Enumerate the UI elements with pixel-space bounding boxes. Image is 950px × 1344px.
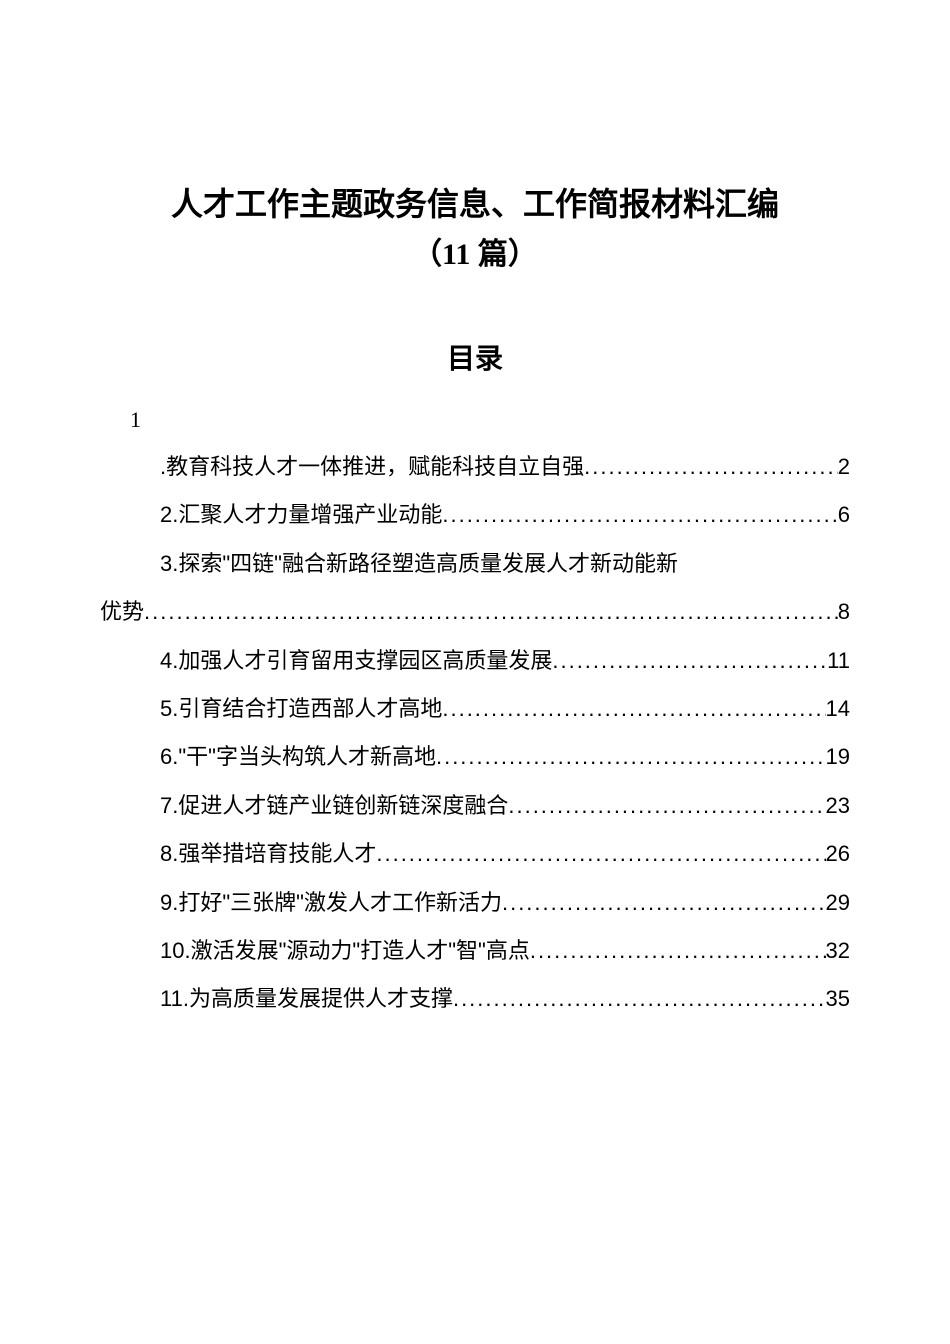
toc-page-number: 23 — [826, 782, 850, 830]
toc-page-number: 11 — [827, 637, 850, 685]
toc-dots: ........................................… — [442, 491, 837, 539]
toc-item-text-line1: 3.探索"四链"融合新路径塑造高质量发展人才新动能新 — [100, 540, 850, 588]
section-number: 1 — [130, 407, 850, 433]
toc-page-number: 35 — [826, 975, 850, 1023]
toc-item: 9.打好"三张牌"激发人才工作新活力......................… — [100, 879, 850, 927]
toc-dots: ........................................… — [530, 927, 826, 975]
toc-item-text: 9.打好"三张牌"激发人才工作新活力 — [100, 879, 502, 927]
toc-dots: ........................................… — [552, 637, 827, 685]
toc-dots: ........................................… — [508, 782, 825, 830]
main-title: 人才工作主题政务信息、工作简报材料汇编 — [100, 180, 850, 228]
toc-heading: 目录 — [100, 337, 850, 377]
toc-dots: ........................................… — [376, 830, 825, 878]
toc-list: .教育科技人才一体推进，赋能科技自立自强....................… — [100, 443, 850, 1024]
toc-dots: ........................................… — [144, 588, 838, 636]
toc-item-text: 7.促进人才链产业链创新链深度融合 — [100, 782, 508, 830]
toc-page-number: 19 — [826, 733, 850, 781]
toc-dots: ........................................… — [453, 975, 826, 1023]
toc-item: .教育科技人才一体推进，赋能科技自立自强....................… — [100, 443, 850, 491]
toc-item: 3.探索"四链"融合新路径塑造高质量发展人才新动能新优势............… — [100, 540, 850, 637]
toc-item-text: 11.为高质量发展提供人才支撑 — [100, 975, 453, 1023]
toc-item-row2: 优势......................................… — [100, 588, 850, 636]
title-section: 人才工作主题政务信息、工作简报材料汇编 （11 篇） — [100, 180, 850, 277]
toc-page-number: 26 — [826, 830, 850, 878]
toc-item-text: 4.加强人才引育留用支撑园区高质量发展 — [100, 637, 552, 685]
toc-item-text: 2.汇聚人才力量增强产业动能 — [100, 491, 442, 539]
toc-page-number: 32 — [826, 927, 850, 975]
toc-item-text: .教育科技人才一体推进，赋能科技自立自强 — [100, 443, 584, 491]
toc-item-text: 8.强举措培育技能人才 — [100, 830, 376, 878]
toc-item-text: 5.引育结合打造西部人才高地 — [100, 685, 442, 733]
toc-item: 6."干"字当头构筑人才新高地.........................… — [100, 733, 850, 781]
toc-item: 2.汇聚人才力量增强产业动能..........................… — [100, 491, 850, 539]
toc-dots: ........................................… — [584, 443, 838, 491]
toc-dots: ........................................… — [436, 733, 826, 781]
toc-page-number: 8 — [838, 588, 850, 636]
toc-item-text: 6."干"字当头构筑人才新高地 — [100, 733, 436, 781]
toc-item: 11.为高质量发展提供人才支撑.........................… — [100, 975, 850, 1023]
toc-page-number: 6 — [838, 491, 850, 539]
toc-item: 4.加强人才引育留用支撑园区高质量发展.....................… — [100, 637, 850, 685]
subtitle: （11 篇） — [100, 232, 850, 277]
toc-item-text: 10.激活发展"源动力"打造人才"智"高点 — [100, 927, 530, 975]
toc-item-text-line2: 优势 — [100, 588, 144, 636]
toc-page-number: 29 — [826, 879, 850, 927]
toc-item: 10.激活发展"源动力"打造人才"智"高点...................… — [100, 927, 850, 975]
toc-page-number: 14 — [826, 685, 850, 733]
toc-item: 7.促进人才链产业链创新链深度融合.......................… — [100, 782, 850, 830]
toc-page-number: 2 — [838, 443, 850, 491]
toc-item: 8.强举措培育技能人才.............................… — [100, 830, 850, 878]
toc-dots: ........................................… — [442, 685, 825, 733]
toc-dots: ........................................… — [502, 879, 826, 927]
toc-item: 5.引育结合打造西部人才高地..........................… — [100, 685, 850, 733]
